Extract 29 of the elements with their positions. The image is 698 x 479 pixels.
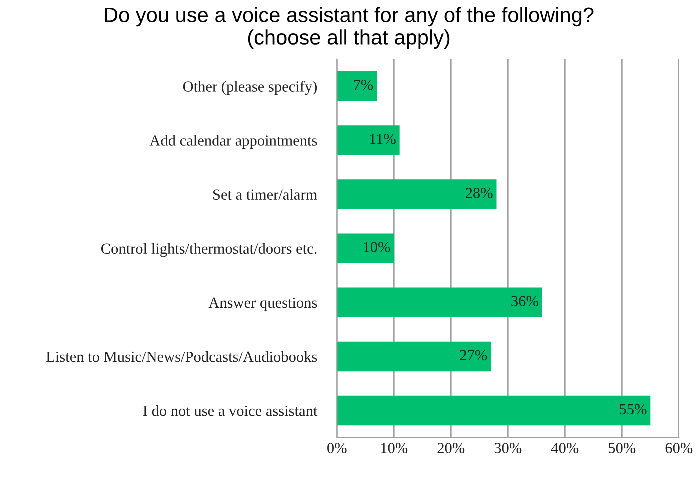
chart-title: Do you use a voice assistant for any of the following? (choose all that apply) bbox=[105, 7, 594, 50]
x-tick-label: 40% bbox=[551, 443, 579, 454]
data-label: 27% bbox=[460, 350, 488, 361]
x-tick-label: 50% bbox=[609, 443, 636, 454]
data-label: 36% bbox=[512, 296, 538, 307]
data-label: 7% bbox=[354, 80, 374, 90]
bar bbox=[337, 180, 497, 210]
bar bbox=[337, 234, 394, 264]
x-tick-label: 30% bbox=[494, 443, 522, 454]
x-tick-label: 10% bbox=[381, 443, 408, 454]
y-tick-label: Set a timer/alarm bbox=[214, 189, 318, 200]
y-tick-label: Listen to Music/News/Podcasts/Audiobooks bbox=[46, 351, 318, 362]
y-tick-label: Answer questions bbox=[208, 298, 318, 312]
data-label: 28% bbox=[466, 188, 493, 198]
x-tick-label: 60% bbox=[666, 443, 693, 454]
bar bbox=[337, 72, 378, 102]
x-tick-label: 0% bbox=[328, 443, 347, 454]
bar bbox=[337, 342, 492, 372]
y-tick-label: Other (please specify) bbox=[183, 81, 318, 96]
y-tick-label: I do not use a voice assistant bbox=[143, 405, 318, 416]
bar bbox=[337, 396, 651, 426]
data-label: 11% bbox=[370, 134, 396, 144]
y-tick-label: Control lights/thermostat/doors etc. bbox=[101, 243, 317, 258]
bar bbox=[337, 288, 542, 318]
x-tick-label: 20% bbox=[438, 443, 465, 454]
data-label: 10% bbox=[364, 242, 390, 252]
y-tick-label: Add calendar appointments bbox=[150, 135, 318, 150]
bar bbox=[337, 126, 400, 156]
data-label: 55% bbox=[620, 404, 647, 415]
